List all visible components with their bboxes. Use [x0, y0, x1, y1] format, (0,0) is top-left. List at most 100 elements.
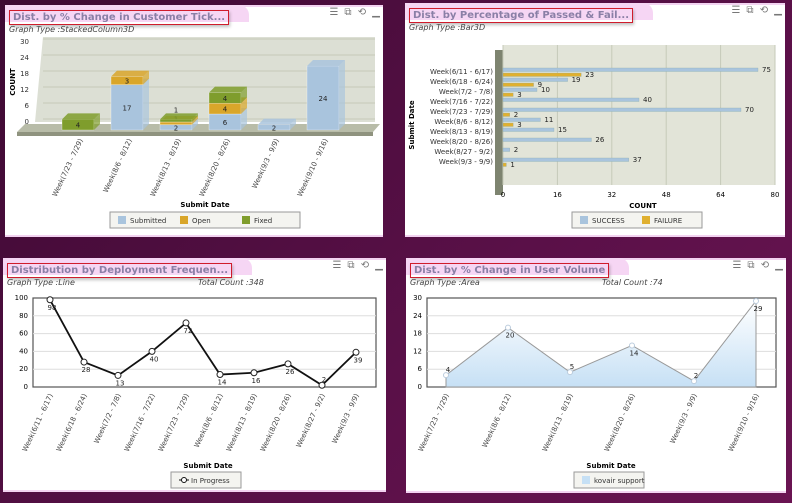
legend-in-progress: In Progress [191, 477, 230, 485]
y-tick-label: Week(8/13 - 8/19) [430, 128, 493, 136]
legend-box [109, 211, 301, 229]
panel-user-volume: Dist. by % Change in User Volume ☰ ⧉ ⟲ ▁ Gr… [406, 258, 786, 493]
data-label: 3 [517, 121, 521, 129]
x-tick-label: Week(9/10 - 9/16) [727, 392, 761, 453]
data-label: 2 [514, 146, 518, 154]
bar-side [241, 108, 247, 130]
data-label: 2 [174, 124, 178, 132]
panel-title[interactable]: Dist. by % Change in Customer Tick... [9, 10, 230, 25]
data-label: 39 [354, 356, 363, 364]
graph-type: Graph Type :Bar3D [409, 23, 486, 32]
data-label: 3 [517, 91, 521, 99]
bar-submitted [110, 84, 144, 131]
x-tick-label: Week(7/23 - 7/29) [417, 392, 451, 453]
plot-floor-edge [17, 132, 373, 136]
data-point [352, 348, 360, 356]
data-label: 40 [643, 96, 652, 104]
legend-marker [642, 216, 650, 224]
data-label: 98 [48, 304, 57, 312]
bar-failure [502, 72, 582, 77]
refresh-icon[interactable]: ⟲ [357, 7, 367, 18]
minimize-icon[interactable]: ▁ [372, 7, 380, 18]
data-label: 11 [544, 116, 553, 124]
export-icon[interactable]: ⧉ [344, 7, 352, 18]
x-tick-label: Week(8/6 - 8/12) [481, 392, 513, 449]
panel-title[interactable]: Distribution by Deployment Frequen... [7, 263, 233, 278]
y-tick-label: Week(6/11 - 6/17) [430, 68, 493, 76]
x-axis-title: Submit Date [183, 462, 232, 470]
data-point [753, 297, 759, 304]
bar-side [143, 70, 149, 85]
data-label: 19 [572, 76, 581, 84]
minimize-icon[interactable]: ▁ [775, 260, 783, 271]
refresh-icon[interactable]: ⟲ [360, 260, 370, 271]
panel-title[interactable]: Dist. by Percentage of Passed & Fail... [409, 8, 634, 23]
y-tick-label: 40 [19, 347, 28, 355]
x-tick-label: Week(8/20 - 8/26) [198, 137, 232, 198]
data-label: 37 [633, 156, 642, 164]
legend-open: Open [192, 217, 211, 225]
plot-floor [495, 50, 503, 195]
data-point [629, 342, 635, 349]
data-label: 4 [223, 95, 228, 103]
data-label: 4 [223, 106, 228, 114]
bar-side [192, 116, 198, 125]
menu-icon[interactable]: ☰ [329, 7, 339, 18]
y-tick-label: Week(7/23 - 7/29) [430, 108, 493, 116]
legend-marker [580, 216, 588, 224]
y-tick-label: Week(7/2 - 7/8) [439, 88, 493, 96]
panel-icons: ☰ ⧉ ⟲ ▁ [731, 5, 783, 17]
bar-fixed [159, 119, 193, 123]
bar-success [502, 147, 510, 152]
export-icon[interactable]: ⧉ [746, 5, 754, 16]
y-tick-label: Week(6/18 - 6/24) [430, 78, 493, 86]
menu-icon[interactable]: ☰ [731, 5, 741, 16]
bar-top [111, 70, 149, 77]
panel-tab: Distribution by Deployment Frequen... [3, 258, 253, 278]
data-label: 75 [762, 66, 771, 74]
x-axis-title: Submit Date [180, 201, 229, 209]
data-label: 6 [223, 119, 228, 127]
legend-box [573, 471, 645, 489]
y-tick-label: 0 [24, 383, 28, 391]
x-tick-label: Week(8/13 - 8/19) [541, 392, 575, 453]
bar-top [209, 86, 247, 93]
export-icon[interactable]: ⧉ [747, 260, 755, 271]
panel-icons: ☰ ⧉ ⟲ ▁ [732, 260, 784, 272]
refresh-icon[interactable]: ⟲ [760, 260, 770, 271]
plot-wall [503, 45, 775, 185]
data-label: 9 [538, 81, 542, 89]
x-axis-title: Submit Date [586, 462, 635, 470]
bar-success [502, 137, 592, 142]
data-point [691, 378, 697, 385]
bar-success [502, 117, 541, 122]
y-tick-label: Week(7/16 - 7/22) [430, 98, 493, 106]
legend-submitted: Submitted [130, 217, 166, 225]
minimize-icon[interactable]: ▁ [375, 260, 383, 271]
menu-icon[interactable]: ☰ [732, 260, 742, 271]
data-label: 23 [585, 71, 594, 79]
panel-tab: Dist. by Percentage of Passed & Fail... [405, 3, 654, 23]
y-tick-label: 6 [25, 102, 30, 110]
bar-side [241, 97, 247, 114]
x-tick-label: 48 [662, 191, 671, 199]
data-label: 14 [630, 349, 639, 357]
bar-failure [502, 92, 514, 97]
bar-side [192, 118, 198, 130]
data-label: 2 [272, 124, 276, 132]
x-tick-label: Week(7/16 - 7/22) [123, 392, 157, 453]
x-tick-label: Week(8/20 - 8/26) [603, 392, 637, 453]
x-tick-label: Week(7/23 - 7/29) [157, 392, 191, 453]
menu-icon[interactable]: ☰ [332, 260, 342, 271]
export-icon[interactable]: ⧉ [347, 260, 355, 271]
x-tick-label: Week(7/23 - 7/29) [51, 137, 85, 198]
bar-failure [502, 112, 510, 117]
legend-fixed: Fixed [254, 217, 272, 225]
legend-kovair-support: kovair support [594, 477, 645, 485]
minimize-icon[interactable]: ▁ [774, 5, 782, 16]
panel-title[interactable]: Dist. by % Change in User Volume [410, 263, 610, 278]
x-tick-label: Week(9/3 - 9/9) [251, 137, 281, 190]
refresh-icon[interactable]: ⟲ [759, 5, 769, 16]
data-label: 2 [694, 372, 698, 380]
bar-side [94, 113, 100, 130]
